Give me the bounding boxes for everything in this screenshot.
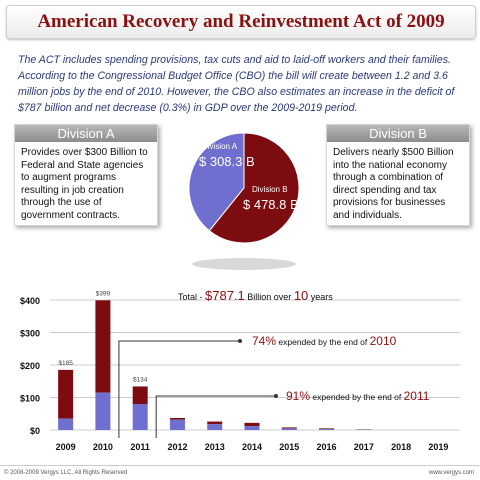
x-tick-label: 2009 [56, 442, 76, 452]
title-banner: American Recovery and Reinvestment Act o… [6, 5, 476, 39]
bar-division-a [281, 428, 297, 430]
x-tick-label: 2012 [167, 442, 187, 452]
x-tick-label: 2018 [391, 442, 411, 452]
x-tick-label: 2015 [279, 442, 299, 452]
bar-total-label: $134 [133, 376, 148, 383]
bar-division-b [281, 427, 297, 429]
division-a-text: Provides over $300 Billion to Federal an… [21, 147, 148, 221]
bar-division-b [132, 386, 148, 404]
footer: © 2008-2009 Vergys LLC. All Rights Reser… [0, 465, 480, 480]
bar-division-a [132, 404, 148, 430]
copyright-text: © 2008-2009 Vergys LLC. All Rights Reser… [4, 470, 128, 476]
x-tick-label: 2013 [205, 442, 225, 452]
website-link[interactable]: www.vergys.com [428, 470, 474, 476]
callout-connector [155, 395, 276, 438]
bar-division-a [319, 429, 335, 430]
division-b-card: Division B Delivers nearly $500 Billion … [326, 124, 470, 226]
intro-paragraph: The ACT includes spending provisions, ta… [18, 54, 455, 114]
bar-division-b [169, 417, 185, 420]
y-tick-label: $300 [20, 329, 40, 339]
bar-division-a [95, 392, 111, 430]
division-a-card: Division A Provides over $300 Billion to… [14, 124, 158, 226]
x-tick-label: 2016 [317, 442, 337, 452]
callout-2010: 74% expended by the end of 2010 [252, 334, 397, 348]
callout-connector [118, 340, 240, 438]
division-b-heading: Division B [327, 125, 469, 142]
bar-division-b [207, 421, 223, 425]
y-tick-label: $400 [20, 296, 40, 306]
callout-dot [238, 339, 242, 343]
total-annotation: Total - $787.1 Billion over 10 years [178, 288, 333, 303]
bar-total-label: $185 [58, 360, 73, 367]
bar-division-b [58, 369, 74, 419]
page-title: American Recovery and Reinvestment Act o… [37, 11, 445, 32]
bar-division-b [95, 300, 111, 393]
bar-division-a [207, 424, 223, 430]
bar-division-a [169, 419, 185, 430]
x-tick-label: 2011 [130, 442, 150, 452]
x-tick-label: 2017 [354, 442, 374, 452]
x-tick-label: 2019 [428, 442, 448, 452]
y-tick-label: $0 [30, 426, 40, 436]
y-tick-label: $200 [20, 361, 40, 371]
bar-division-a [58, 418, 74, 430]
division-b-text: Delivers nearly $500 Billion into the na… [333, 147, 454, 221]
x-tick-label: 2010 [93, 442, 113, 452]
division-a-heading: Division A [15, 125, 157, 142]
x-tick-label: 2014 [242, 442, 262, 452]
y-tick-label: $100 [20, 394, 40, 404]
bar-total-label: $399 [96, 290, 111, 297]
callout-2011: 91% expended by the end of 2011 [286, 389, 430, 403]
bar-division-a [244, 426, 260, 430]
callout-dot [274, 394, 278, 398]
bar-division-b [319, 428, 335, 430]
bar-division-b [244, 422, 260, 427]
